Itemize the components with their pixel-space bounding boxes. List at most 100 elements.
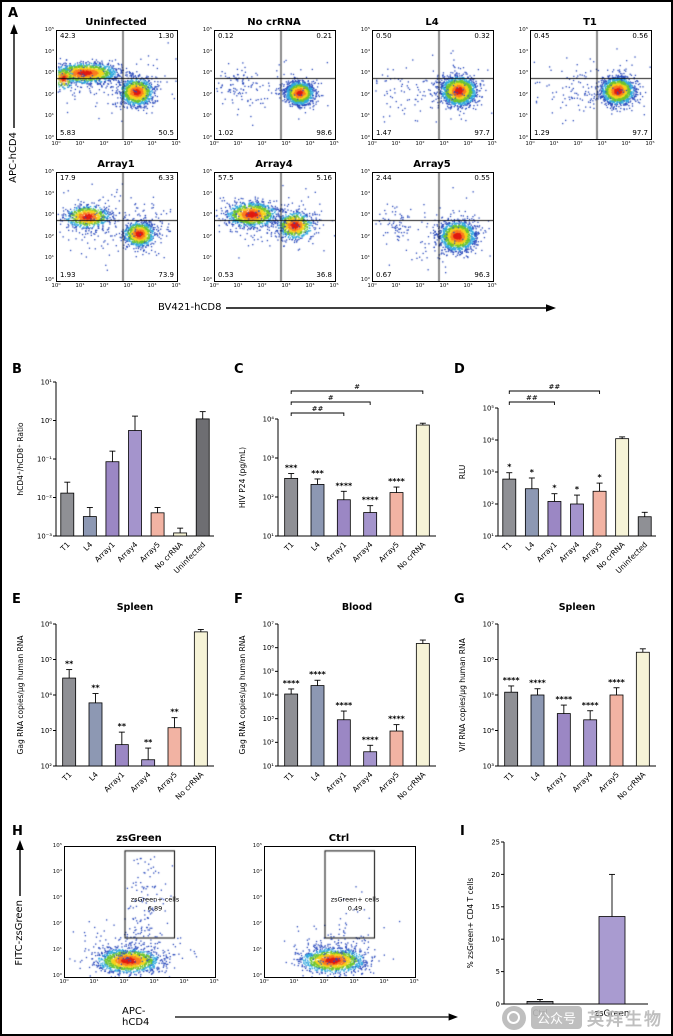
svg-text:Array1: Array1: [102, 770, 126, 794]
quadrant-value-bottom-right: 36.8: [316, 271, 332, 279]
flow-y-ticks: 10⁰ 10¹ 10² 10³ 10⁴ 10⁵: [46, 843, 64, 979]
svg-text:10⁴: 10⁴: [263, 415, 275, 423]
panel-h-x-axis-label: APC-hCD4: [122, 1006, 150, 1028]
panel-a-x-axis: BV421-hCD8: [158, 302, 557, 313]
svg-text:*: *: [507, 463, 512, 472]
svg-text:L4: L4: [309, 540, 322, 553]
flow-plot: T1 10⁰ 10¹ 10² 10³ 10⁴ 10⁵ 0.45 0.56 1.29 97.…: [512, 16, 655, 148]
chart-f: 10¹ 10² 10³ 10⁴ 10⁵ 10⁶ 10⁷ **** T1 **** L4 **** Arr…: [238, 602, 436, 802]
x-tick-label: 10³: [349, 979, 359, 985]
x-tick-label: 10⁰: [59, 979, 69, 985]
flow-plot-body: 10⁰ 10¹ 10² 10³ 10⁴ 10⁵ 17.9 6.33 1.93 73.9: [38, 169, 178, 283]
y-tick-label: 10³: [202, 212, 212, 219]
chart-e: 10² 10³ 10⁴ 10⁵ 10⁶ ** T1 ** L4 ** Array1 ** Array4 *…: [16, 602, 214, 802]
svg-text:T1: T1: [282, 540, 296, 554]
panel-c: C 10¹ 10² 10³ 10⁴ *** T1 *** L4 **** Array1 **** Ar…: [234, 362, 448, 592]
flow-scatter-canvas: [215, 31, 335, 139]
y-tick-label: 10⁴: [252, 869, 262, 875]
flow-plot-body: 10⁰ 10¹ 10² 10³ 10⁴ 10⁵ zsGreen+ cells 0.49: [246, 843, 416, 979]
y-tick-label: 10⁰: [44, 135, 54, 141]
svg-text:****: ****: [283, 679, 301, 688]
y-tick-label: 10⁵: [252, 843, 262, 849]
y-tick-label: 10³: [44, 212, 54, 219]
flow-plot: Ctrl 10⁰ 10¹ 10² 10³ 10⁴ 10⁵ zsGreen+ cells 0…: [246, 832, 419, 986]
svg-text:10³: 10³: [41, 727, 53, 735]
flow-plot-title: Array4: [255, 159, 293, 170]
svg-text:Array1: Array1: [544, 770, 568, 794]
flow-plot-title: T1: [583, 17, 597, 28]
svg-text:10⁵: 10⁵: [483, 691, 495, 699]
svg-text:*: *: [552, 484, 557, 493]
svg-text:T1: T1: [60, 770, 74, 784]
svg-text:Array4: Array4: [351, 540, 375, 564]
panel-f: F 10¹ 10² 10³ 10⁴ 10⁵ 10⁶ 10⁷ **** T1 **** L4 **** A…: [234, 592, 448, 822]
flow-y-ticks: 10⁰ 10¹ 10² 10³ 10⁴ 10⁵: [196, 169, 214, 283]
flow-scatter-canvas: [373, 173, 493, 281]
y-tick-label: 10²: [44, 91, 54, 98]
quadrant-value-top-right: 0.21: [316, 32, 332, 40]
svg-text:10⁰: 10⁰: [41, 417, 53, 425]
flow-plot-area: zsGreen+ cells 0.49: [264, 846, 416, 978]
x-tick-label: 10³: [149, 979, 159, 985]
x-tick-label: 10⁴: [379, 979, 389, 985]
svg-text:L4: L4: [309, 770, 322, 783]
svg-text:10⁵: 10⁵: [263, 668, 275, 676]
svg-text:10⁴: 10⁴: [41, 691, 53, 699]
svg-text:****: ****: [503, 676, 521, 685]
panel-f-label: F: [234, 592, 243, 607]
svg-text:**: **: [144, 738, 153, 747]
watermark-platform: 公众号: [530, 1006, 582, 1029]
svg-text:10⁶: 10⁶: [263, 644, 275, 652]
x-tick-label: 10³: [281, 283, 291, 289]
svg-text:Array4: Array4: [571, 770, 595, 794]
svg-text:Blood: Blood: [342, 602, 372, 613]
y-tick-label: 10³: [202, 70, 212, 77]
y-tick-label: 10²: [202, 233, 212, 240]
y-tick-label: 10⁰: [52, 973, 62, 979]
panel-h-y-axis: FITC-zsGreen: [14, 840, 25, 966]
panel-e-label: E: [12, 592, 21, 607]
svg-text:25: 25: [491, 838, 500, 846]
chart-d: 10¹10²10³10⁴10⁵*T1*L4*Array1*Array4*Arra…: [458, 383, 656, 575]
x-tick-label: 10⁵: [171, 283, 181, 289]
x-tick-label: 10⁰: [209, 283, 219, 289]
panel-h-label: H: [12, 824, 23, 839]
y-tick-label: 10⁴: [518, 48, 528, 55]
svg-text:****: ****: [388, 715, 406, 724]
x-tick-label: 10⁴: [147, 283, 157, 289]
y-tick-label: 10²: [360, 233, 370, 240]
x-tick-label: 10⁴: [147, 141, 157, 147]
x-tick-label: 10⁴: [305, 283, 315, 289]
y-tick-label: 10³: [360, 70, 370, 77]
flow-plot-area: 57.5 5.16 0.53 36.8: [214, 172, 336, 282]
flow-plot: Array4 10⁰ 10¹ 10² 10³ 10⁴ 10⁵ 57.5 5.16 0.53…: [196, 158, 339, 290]
chart-c: 10¹ 10² 10³ 10⁴ *** T1 *** L4 **** Array1 **** Arra…: [238, 383, 436, 572]
x-tick-label: 10¹: [89, 979, 99, 985]
quadrant-value-top-right: 1.30: [158, 32, 174, 40]
flow-y-ticks: 10⁰ 10¹ 10² 10³ 10⁴ 10⁵: [354, 169, 372, 283]
flow-x-ticks: 10⁰ 10¹ 10² 10³ 10⁴ 10⁵: [209, 282, 338, 290]
quadrant-value-top-left: 17.9: [60, 174, 76, 182]
panel-g: G 10³ 10⁴ 10⁵ 10⁶ 10⁷ **** T1 **** L4 **** Array1 *…: [454, 592, 668, 822]
y-tick-label: 10⁴: [44, 48, 54, 55]
x-tick-label: 10⁵: [487, 141, 497, 147]
y-tick-label: 10⁴: [202, 190, 212, 197]
svg-text:10: 10: [491, 936, 500, 944]
svg-text:zsGreen: zsGreen: [595, 1009, 630, 1019]
flow-y-ticks: 10⁰ 10¹ 10² 10³ 10⁴ 10⁵: [196, 27, 214, 141]
x-tick-label: 10³: [123, 141, 133, 147]
svg-text:10²: 10²: [41, 762, 53, 770]
quadrant-value-bottom-right: 97.7: [632, 129, 648, 137]
flow-x-ticks: 10⁰ 10¹ 10² 10³ 10⁴ 10⁵: [367, 282, 496, 290]
x-tick-label: 10²: [319, 979, 329, 985]
svg-text:Array1: Array1: [324, 770, 348, 794]
svg-text:20: 20: [491, 871, 500, 879]
flow-y-ticks: 10⁰ 10¹ 10² 10³ 10⁴ 10⁵: [38, 27, 56, 141]
flow-plot-area: zsGreen+ cells 6.89: [64, 846, 216, 978]
y-tick-label: 10⁴: [360, 190, 370, 197]
svg-text:***: ***: [311, 469, 324, 478]
panel-b-label: B: [12, 362, 22, 377]
svg-text:Array5: Array5: [377, 770, 401, 794]
flow-plot-body: 10⁰ 10¹ 10² 10³ 10⁴ 10⁵ 42.3 1.30 5.83 50.5: [38, 27, 178, 141]
